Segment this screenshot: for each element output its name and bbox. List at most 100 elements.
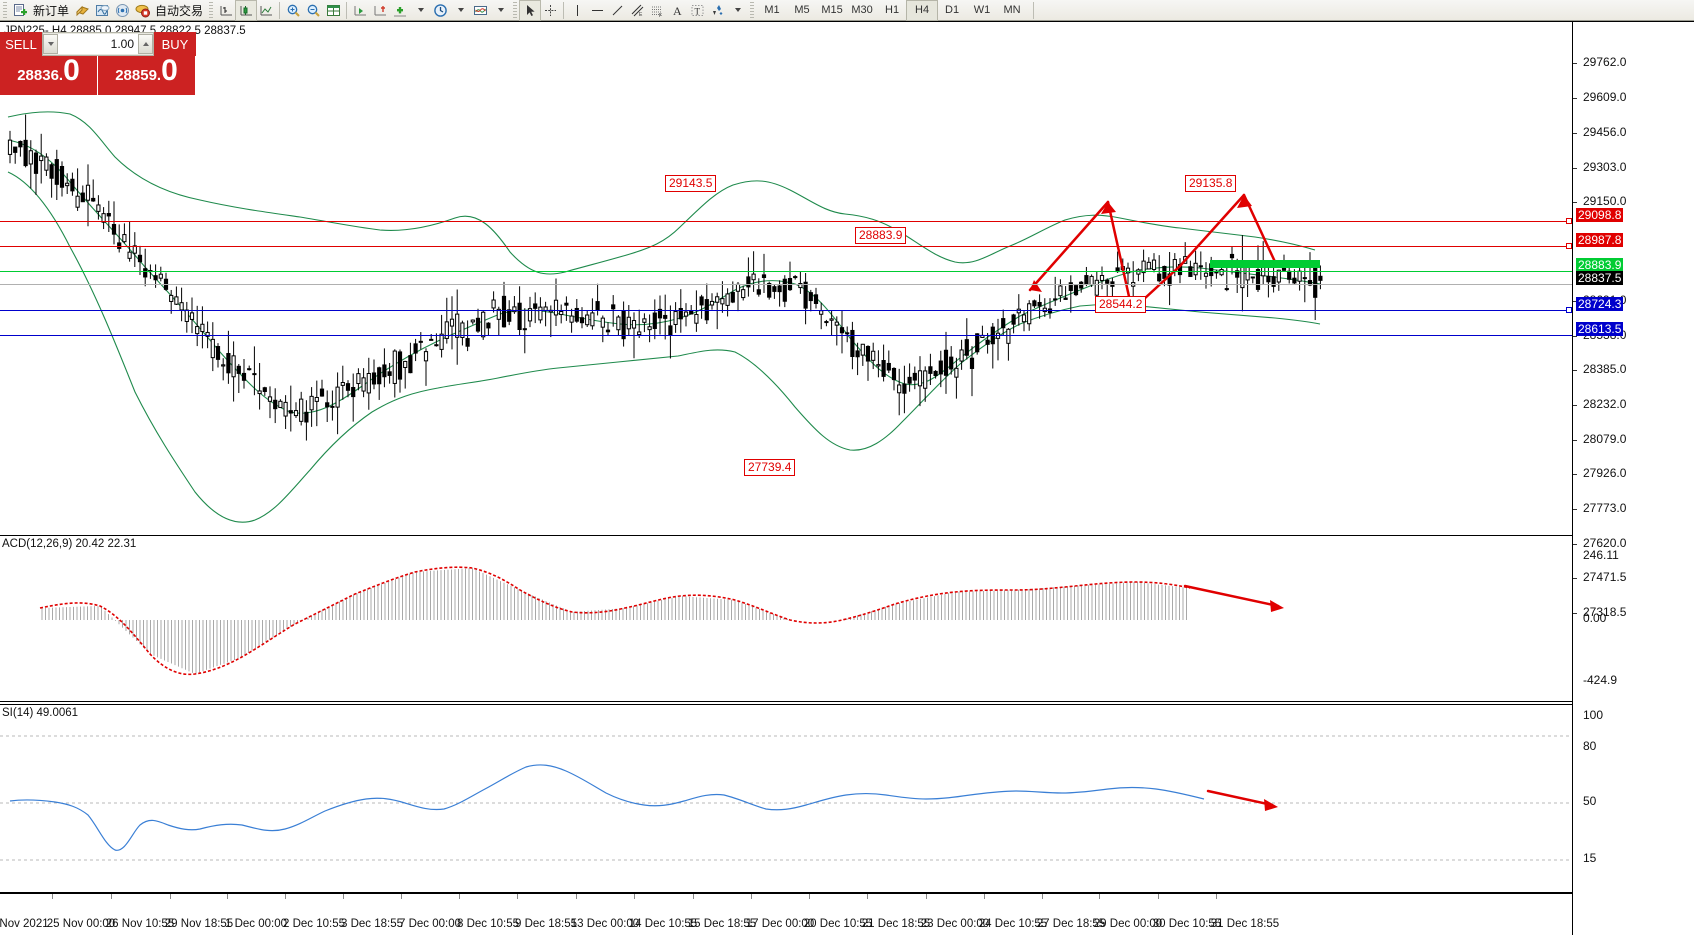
price-badge[interactable]: 28724.3 <box>1576 297 1624 311</box>
timeframe-m1[interactable]: M1 <box>764 3 780 16</box>
scroll-end-icon[interactable] <box>350 1 370 20</box>
timeframe-m30[interactable]: M30 <box>851 3 873 16</box>
timeframe-mn[interactable]: MN <box>1003 3 1021 16</box>
timeframe-m15[interactable]: M15 <box>821 3 843 16</box>
level-handle[interactable] <box>1566 218 1572 224</box>
one-click-trading-panel[interactable]: SELL 1.00 BUY 28836 . 0 28859 . 0 <box>0 32 196 95</box>
auto-trading-icon[interactable] <box>132 1 152 20</box>
macd-pane[interactable]: ACD(12,26,9) 20.42 22.31 <box>0 535 1572 702</box>
sell-button[interactable]: SELL <box>0 32 42 56</box>
timeframe-h1[interactable]: H1 <box>885 3 900 16</box>
buy-button[interactable]: BUY <box>154 32 196 56</box>
time-tick <box>401 894 402 899</box>
timeframe-m5[interactable]: M5 <box>794 3 810 16</box>
annotation-label[interactable]: 29135.8 <box>1185 175 1237 192</box>
time-tick <box>984 894 985 899</box>
price-badge[interactable]: 28987.8 <box>1576 233 1624 247</box>
new-order-icon[interactable] <box>10 1 30 20</box>
macd-caption: ACD(12,26,9) 20.42 22.31 <box>2 538 137 550</box>
level-line-bid-line-28837[interactable] <box>0 284 1572 285</box>
candlestick-chart-icon[interactable] <box>235 0 258 21</box>
timeframe-d1[interactable]: D1 <box>945 3 960 16</box>
axis-tick <box>1573 440 1577 441</box>
macd-chart-svg <box>39 566 1284 676</box>
equidistant-channel-icon[interactable]: E <box>627 1 647 20</box>
volume-stepper[interactable]: 1.00 <box>42 32 154 56</box>
price-tick-label: 28385.0 <box>1583 362 1627 376</box>
level-line-support-28883[interactable] <box>0 271 1572 272</box>
new-order-label[interactable]: 新订单 <box>33 3 70 18</box>
toolbar-grip-4[interactable] <box>750 1 755 19</box>
bar-chart-icon[interactable] <box>216 1 236 20</box>
time-tick <box>227 894 228 899</box>
shapes-icon[interactable] <box>707 1 727 20</box>
time-tick-label: 31 Dec 18:55 <box>1210 918 1280 930</box>
macd-tick-label: 246.11 <box>1583 548 1619 562</box>
indicators-icon[interactable] <box>390 1 410 20</box>
price-pane[interactable]: JPN225-,H4 28885.0 28947.5 28822.5 28837… <box>0 22 1572 534</box>
chevron-down-icon-3[interactable] <box>490 1 510 20</box>
signals-icon[interactable] <box>112 1 132 20</box>
auto-trading-label[interactable]: 自动交易 <box>155 3 204 18</box>
main-toolbar: 新订单 自动交易 <box>0 0 1694 21</box>
price-badge[interactable]: 29098.8 <box>1576 208 1624 222</box>
sell-price[interactable]: 28836 . 0 <box>0 56 98 95</box>
sell-price-frac: 0 <box>63 54 80 87</box>
buy-price[interactable]: 28859 . 0 <box>98 56 196 95</box>
price-badge[interactable]: 28883.9 <box>1576 258 1624 272</box>
data-window-icon[interactable] <box>92 1 112 20</box>
chevron-down-icon-2[interactable] <box>450 1 470 20</box>
annotation-label[interactable]: 28883.9 <box>855 227 907 244</box>
chevron-down-icon[interactable] <box>410 1 430 20</box>
text-box-icon[interactable]: T <box>687 1 707 20</box>
timeframe-h4[interactable]: H4 <box>906 0 939 21</box>
toolbar-grip-3[interactable] <box>513 1 518 19</box>
trendline-icon[interactable] <box>607 1 627 20</box>
templates-icon[interactable] <box>470 1 490 20</box>
toolbar-grip[interactable] <box>3 1 7 19</box>
time-tick <box>751 894 752 899</box>
timeframe-w1[interactable]: W1 <box>973 3 991 16</box>
level-line-resistance-29098[interactable] <box>0 221 1572 222</box>
vertical-line-icon[interactable] <box>567 1 587 20</box>
chart-shift-icon[interactable] <box>370 1 390 20</box>
price-tick-label: 28232.0 <box>1583 397 1627 411</box>
level-line-support-28724[interactable] <box>0 310 1572 311</box>
time-tick <box>634 894 635 899</box>
annotation-label[interactable]: 27739.4 <box>744 459 796 476</box>
time-tick-label: 26 Nov 10:55 <box>105 918 175 930</box>
crosshair-icon[interactable] <box>540 1 560 20</box>
fibonacci-icon[interactable]: F <box>647 1 667 20</box>
zoom-out-icon[interactable] <box>303 1 323 20</box>
period-icon[interactable] <box>430 1 450 20</box>
level-handle[interactable] <box>1566 243 1572 249</box>
time-tick-label: 17 Dec 00:00 <box>745 918 815 930</box>
time-tick <box>1099 894 1100 899</box>
line-chart-icon[interactable] <box>256 1 276 20</box>
time-tick-label: 29 Nov 18:55 <box>164 918 234 930</box>
annotation-label[interactable]: 29143.5 <box>665 175 717 192</box>
chart-workspace[interactable]: JPN225-,H4 28885.0 28947.5 28822.5 28837… <box>0 21 1694 935</box>
level-line-resistance-28987[interactable] <box>0 246 1572 247</box>
time-tick <box>111 894 112 899</box>
grid-icon[interactable] <box>323 1 343 20</box>
price-axis[interactable]: 29762.029609.029456.029303.029150.028691… <box>1572 22 1694 935</box>
annotation-label[interactable]: 28544.2 <box>1095 296 1147 313</box>
volume-input[interactable]: 1.00 <box>58 34 138 54</box>
axis-tick <box>1573 336 1577 337</box>
rsi-pane[interactable]: SI(14) 49.0061 <box>0 704 1572 893</box>
expert-advisors-icon[interactable] <box>72 1 92 20</box>
time-tick <box>459 894 460 899</box>
zoom-in-icon[interactable] <box>283 1 303 20</box>
level-handle[interactable] <box>1566 307 1572 313</box>
level-line-support-28613[interactable] <box>0 335 1572 336</box>
text-label-icon[interactable]: A <box>667 1 687 20</box>
horizontal-line-icon[interactable] <box>587 1 607 20</box>
chevron-down-icon-4[interactable] <box>727 1 747 20</box>
cursor-icon[interactable] <box>519 0 542 21</box>
toolbar-grip-2[interactable] <box>209 1 214 19</box>
price-badge[interactable]: 28837.5 <box>1576 271 1624 285</box>
volume-increase-button[interactable] <box>138 34 153 54</box>
price-badge[interactable]: 28613.5 <box>1576 322 1624 336</box>
volume-decrease-button[interactable] <box>43 34 58 54</box>
